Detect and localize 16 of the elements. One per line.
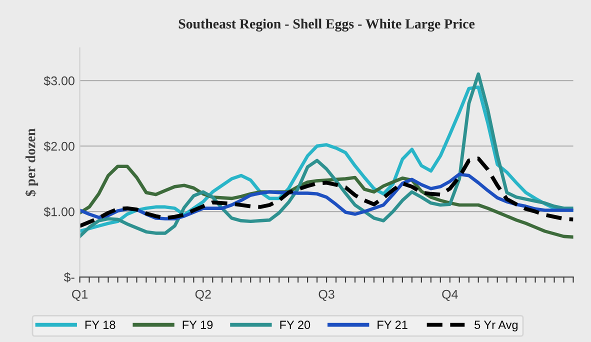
y-tick-label: $-	[64, 272, 74, 282]
x-tick-label: Q2	[195, 290, 211, 301]
legend-label: 5 Yr Avg	[474, 320, 518, 332]
legend-label: FY 18	[85, 320, 116, 330]
y-axis-title: $ per dozen	[25, 128, 38, 196]
y-tick-label: $2.00	[44, 141, 74, 152]
legend-label: FY 21	[378, 320, 408, 329]
y-tick-label: $3.00	[44, 76, 74, 86]
legend-label: FY 20	[280, 320, 310, 330]
x-tick-label: Q1	[72, 290, 88, 301]
y-tick-label: $1.00	[44, 206, 74, 217]
legend-label: FY 19	[182, 320, 213, 330]
x-tick-label: Q4	[442, 290, 458, 301]
line-series	[80, 156, 574, 228]
x-tick-label: Q3	[318, 290, 334, 301]
chart-title: Southeast Region - Shell Eggs - White Large Price	[178, 18, 475, 32]
